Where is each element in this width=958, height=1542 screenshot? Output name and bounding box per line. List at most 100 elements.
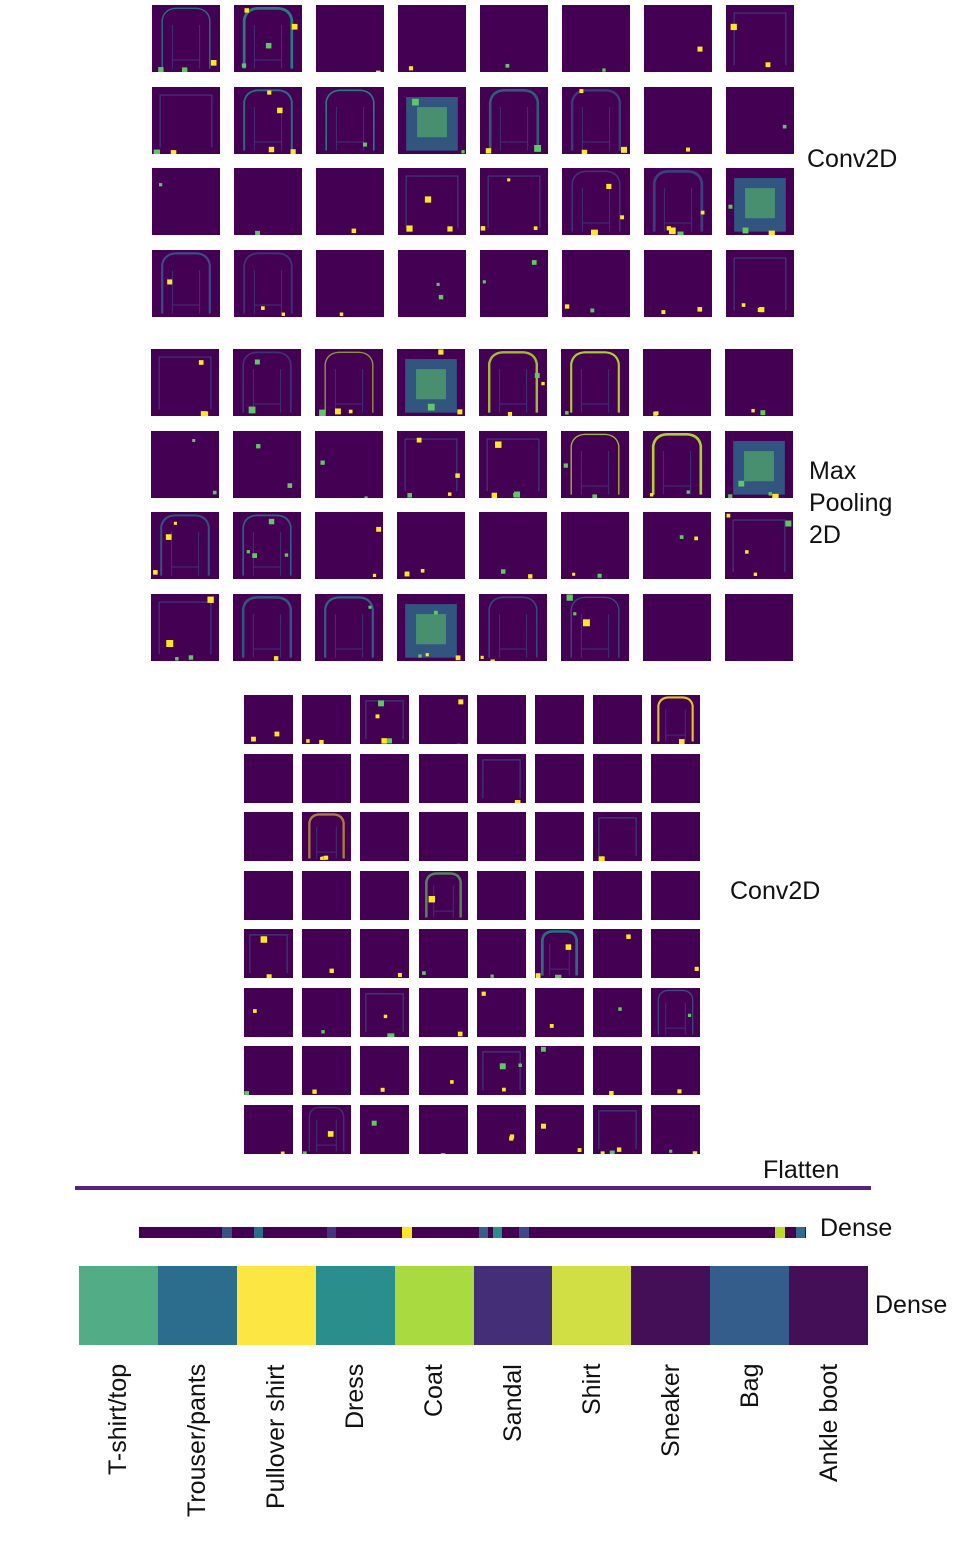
feature-map	[244, 929, 293, 978]
feature-map	[233, 593, 301, 661]
dense-unit-activation	[519, 1227, 529, 1238]
feature-map	[360, 929, 410, 978]
feature-map	[651, 929, 701, 978]
feature-map	[302, 695, 352, 744]
feature-map	[593, 870, 643, 920]
class-label: Sneaker	[656, 1364, 685, 1458]
feature-map	[151, 349, 219, 416]
feature-map	[561, 349, 629, 416]
dense-unit-activation	[795, 1227, 806, 1238]
feature-map	[593, 753, 643, 803]
feature-map	[562, 86, 630, 154]
feature-map	[535, 929, 584, 978]
class-activation-cell	[236, 1266, 317, 1345]
feature-map	[651, 812, 701, 861]
flatten-layer-label: Flatten	[763, 1156, 840, 1184]
feature-map	[476, 753, 526, 803]
feature-map	[593, 695, 643, 744]
feature-map	[234, 86, 302, 154]
class-activation-cell	[473, 1266, 553, 1345]
feature-map	[535, 1046, 584, 1095]
feature-map	[593, 1046, 643, 1095]
feature-map	[152, 249, 220, 317]
feature-map	[726, 168, 794, 235]
feature-map	[476, 929, 526, 978]
feature-map	[302, 1046, 352, 1095]
feature-map	[725, 593, 793, 661]
feature-map	[725, 430, 793, 498]
conv2d-layer-1-label: Conv2D	[807, 145, 898, 173]
feature-map	[418, 753, 468, 803]
conv2d-layer-2-label: Conv2D	[730, 877, 821, 905]
dense-unit-activation	[402, 1227, 412, 1238]
feature-map	[726, 5, 794, 72]
feature-map	[244, 987, 293, 1037]
dense-layer-1-label: Dense	[820, 1214, 893, 1242]
feature-map	[151, 593, 219, 661]
feature-map	[360, 987, 410, 1037]
feature-map	[234, 5, 302, 72]
feature-map	[479, 593, 547, 661]
feature-map	[561, 512, 629, 579]
flatten-vector-bar	[75, 1186, 871, 1190]
class-label: Coat	[420, 1364, 449, 1417]
feature-map	[398, 5, 466, 72]
feature-map	[644, 5, 712, 72]
feature-map	[418, 1104, 468, 1154]
class-activation-cell	[315, 1266, 395, 1345]
feature-map	[244, 1046, 293, 1095]
class-activation-cell	[157, 1266, 238, 1345]
feature-map	[535, 695, 584, 744]
feature-map	[476, 870, 526, 920]
feature-map	[480, 168, 548, 235]
class-label: Trouser/pants	[183, 1364, 212, 1518]
class-label: T-shirt/top	[104, 1364, 133, 1476]
dense-unit-activation	[492, 1227, 502, 1238]
feature-map	[360, 1104, 410, 1154]
feature-map	[151, 512, 219, 579]
feature-map	[234, 249, 302, 317]
class-activation-cell	[631, 1266, 711, 1345]
feature-map	[244, 812, 293, 861]
feature-map	[535, 1104, 584, 1154]
feature-map	[151, 430, 219, 498]
feature-map	[593, 987, 643, 1037]
dense-unit-activation	[327, 1227, 337, 1238]
feature-map	[244, 870, 293, 920]
class-label: Sandal	[498, 1364, 527, 1442]
feature-map	[398, 86, 466, 154]
feature-map	[644, 168, 712, 235]
feature-map	[233, 512, 301, 579]
feature-map	[397, 512, 465, 579]
feature-map	[562, 168, 630, 235]
feature-map	[360, 870, 410, 920]
feature-map	[152, 5, 220, 72]
feature-map	[302, 870, 352, 920]
feature-map	[302, 929, 352, 978]
feature-map	[316, 86, 384, 154]
feature-map	[315, 349, 383, 416]
feature-map	[316, 168, 384, 235]
feature-map	[480, 5, 548, 72]
feature-map	[593, 812, 643, 861]
feature-map	[302, 812, 352, 861]
feature-map	[418, 695, 468, 744]
feature-map	[562, 5, 630, 72]
feature-map	[644, 86, 712, 154]
feature-map	[593, 929, 643, 978]
feature-map	[233, 349, 301, 416]
feature-map	[418, 870, 468, 920]
class-label: Dress	[341, 1364, 370, 1430]
feature-map	[476, 695, 526, 744]
feature-map	[244, 695, 293, 744]
feature-map	[726, 86, 794, 154]
feature-map	[561, 593, 629, 661]
feature-map	[651, 753, 701, 803]
feature-map	[315, 512, 383, 579]
class-activation-cell	[79, 1266, 159, 1345]
feature-map	[302, 1104, 352, 1154]
feature-map	[476, 812, 526, 861]
feature-map	[480, 86, 548, 154]
feature-map	[397, 430, 465, 498]
dense-unit-activation	[775, 1227, 785, 1238]
